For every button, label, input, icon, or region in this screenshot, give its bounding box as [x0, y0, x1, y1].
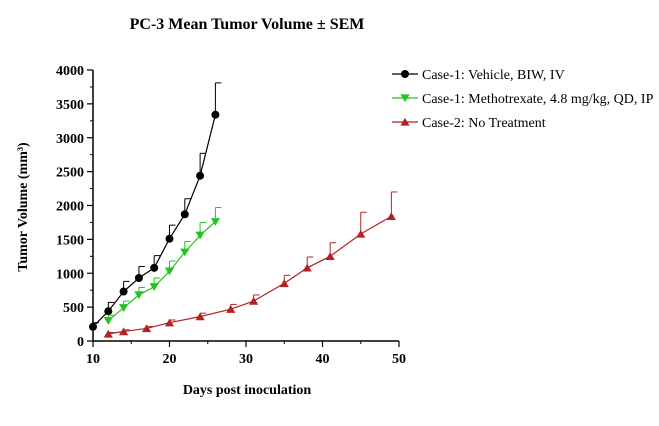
series-line [92, 114, 216, 328]
axes [92, 70, 399, 342]
series-3 [103, 191, 398, 338]
data-point [180, 248, 190, 257]
data-point [103, 316, 113, 325]
data-point [89, 322, 97, 331]
x-tick-label: 10 [86, 352, 100, 367]
y-tick-label: 3500 [56, 98, 84, 113]
legend-item: Case-2: No Treatment [392, 116, 546, 131]
x-tick-label: 40 [316, 352, 330, 367]
chart-title: PC-3 Mean Tumor Volume ± SEM [130, 16, 365, 33]
legend-item: Case-1: Vehicle, BIW, IV [392, 68, 565, 83]
data-point [149, 283, 159, 291]
y-axis-label: Tumor Volume (mm³) [16, 142, 31, 272]
data-point [249, 296, 259, 305]
data-point [150, 263, 159, 272]
data-point [325, 252, 335, 260]
data-point [386, 212, 396, 221]
y-tick-label: 3000 [56, 132, 84, 147]
legend-item: Case-1: Methotrexate, 4.8 mg/kg, QD, IP [392, 92, 654, 107]
series-1 [89, 82, 222, 331]
data-point [180, 210, 189, 219]
x-tick-label: 50 [392, 352, 406, 367]
series-2 [103, 207, 222, 325]
data-point [141, 324, 152, 333]
data-point [164, 267, 175, 276]
x-tick-label: 20 [163, 352, 177, 367]
legend-marker [401, 70, 409, 78]
data-point [210, 218, 220, 226]
legend-label: Case-1: Methotrexate, 4.8 mg/kg, QD, IP [422, 92, 654, 107]
data-point [196, 171, 205, 180]
y-tick-label: 2500 [56, 166, 84, 181]
data-point [279, 279, 289, 288]
data-point [103, 329, 113, 338]
y-tick-label: 4000 [56, 64, 84, 79]
data-point [195, 231, 205, 240]
data-point [104, 307, 113, 316]
y-tick-label: 500 [63, 301, 84, 316]
data-point [302, 263, 312, 272]
y-tick-label: 0 [77, 335, 84, 350]
legend-marker [400, 117, 410, 126]
x-axis-label: Days post inoculation [183, 383, 312, 398]
data-point [211, 110, 220, 119]
y-tick-label: 1000 [56, 267, 84, 282]
legend: Case-1: Vehicle, BIW, IV Case-1: Methotre… [392, 68, 654, 131]
y-tick-label: 2000 [56, 200, 84, 215]
data-point [119, 287, 128, 296]
legend-label: Case-1: Vehicle, BIW, IV [422, 68, 565, 83]
data-point [119, 304, 129, 312]
axis-ticks: 0 500 1000 1500 2000 2500 3000 3500 4000 10 20 30 40… [56, 64, 406, 367]
legend-marker [400, 94, 410, 103]
x-tick-label: 30 [239, 352, 253, 367]
data-point [356, 229, 366, 238]
data-point [134, 273, 143, 282]
data-point [226, 305, 236, 313]
y-tick-label: 1500 [56, 233, 84, 248]
data-point [134, 291, 144, 300]
data-point [165, 234, 174, 243]
data-point [119, 327, 129, 336]
data-point [164, 318, 175, 327]
series-line [108, 215, 392, 335]
plot-area [89, 82, 398, 338]
legend-label: Case-2: No Treatment [422, 116, 546, 131]
data-point [195, 312, 205, 321]
